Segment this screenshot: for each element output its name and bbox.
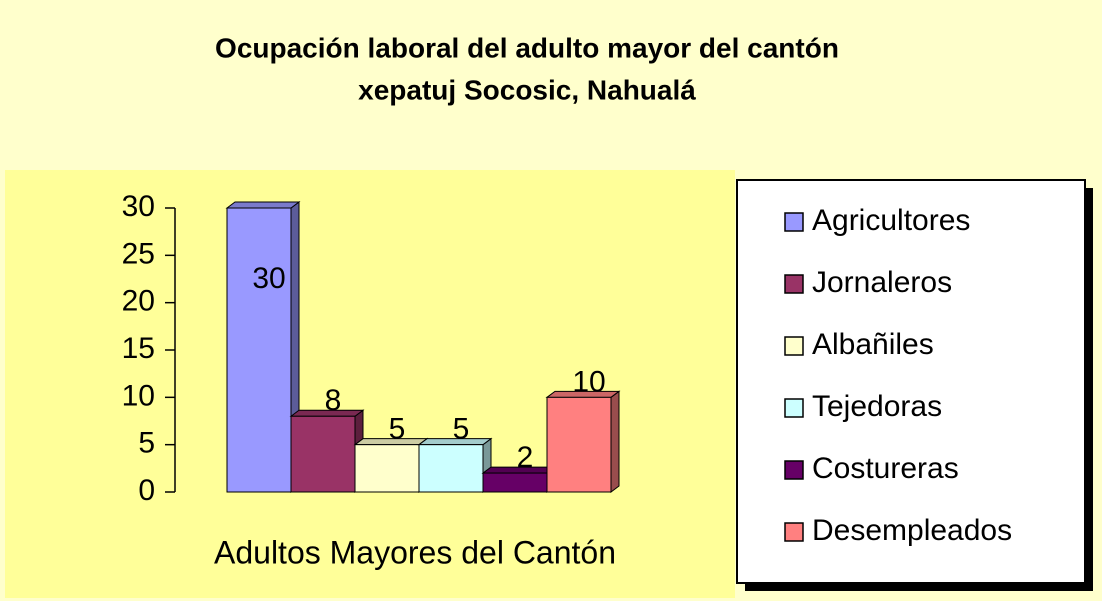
legend <box>736 179 1086 584</box>
data-label: 5 <box>389 413 406 446</box>
bar <box>290 415 356 493</box>
y-tick-label: 0 <box>138 474 155 507</box>
legend-swatch <box>784 336 804 356</box>
data-label: 30 <box>252 262 285 295</box>
legend-label: Albañiles <box>812 328 934 361</box>
legend-label: Agricultores <box>812 204 970 237</box>
legend-label: Jornaleros <box>812 266 952 299</box>
y-tick-label: 15 <box>122 332 155 365</box>
data-label: 10 <box>572 365 605 398</box>
legend-swatch <box>784 398 804 418</box>
y-tick-label: 25 <box>122 237 155 270</box>
y-tick-label: 10 <box>122 379 155 412</box>
legend-swatch <box>784 212 804 232</box>
x-tick-label: Adultos Mayores del Cantón <box>214 534 616 570</box>
chart-title: xepatuj Socosic, Nahualá <box>358 74 696 105</box>
data-label: 8 <box>325 384 342 417</box>
bar <box>226 207 292 493</box>
legend-swatch <box>784 274 804 294</box>
bar <box>354 444 420 493</box>
chart-title: Ocupación laboral del adulto mayor del c… <box>215 32 839 63</box>
data-label: 5 <box>453 413 470 446</box>
legend-swatch <box>784 460 804 480</box>
bar <box>482 472 548 493</box>
data-label: 2 <box>517 441 534 474</box>
plot-area <box>5 170 735 598</box>
legend-label: Tejedoras <box>812 390 942 423</box>
legend-swatch <box>784 522 804 542</box>
y-tick-label: 30 <box>122 190 155 223</box>
bar-top <box>225 201 301 209</box>
bar <box>418 444 484 493</box>
y-tick-label: 5 <box>138 427 155 460</box>
bar <box>546 396 612 493</box>
legend-label: Costureras <box>812 452 959 485</box>
bar-side <box>610 390 620 493</box>
legend-label: Desempleados <box>812 514 1012 547</box>
y-tick-label: 20 <box>122 285 155 318</box>
